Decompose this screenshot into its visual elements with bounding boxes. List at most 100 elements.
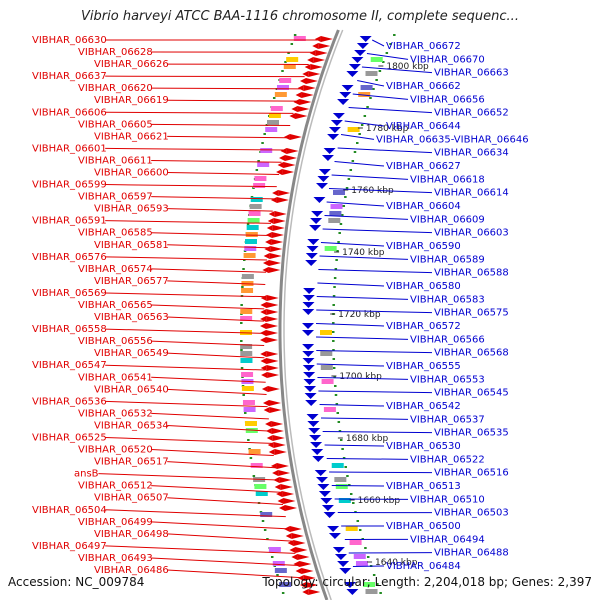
gene-arrow-right bbox=[305, 260, 318, 266]
left-gene-label: VIBHAR_06541 bbox=[78, 372, 153, 383]
right-leader-line bbox=[324, 444, 385, 447]
right-gene-label: VIBHAR_06542 bbox=[386, 401, 461, 412]
left-leader-line bbox=[167, 569, 303, 579]
left-leader-line bbox=[151, 521, 289, 530]
left-leader-line bbox=[98, 473, 279, 481]
left-gene-label: VIBHAR_06591 bbox=[32, 216, 107, 227]
tick-mark bbox=[346, 475, 349, 477]
gene-arrow-left-tip bbox=[260, 337, 267, 343]
right-leader-line bbox=[320, 417, 409, 420]
left-leader-line bbox=[105, 184, 277, 188]
right-leader-line bbox=[334, 161, 385, 167]
gene-arrow-right bbox=[318, 491, 331, 497]
gene-arrow-right bbox=[307, 421, 320, 427]
left-leader-line bbox=[151, 485, 281, 493]
tick-mark bbox=[333, 286, 336, 288]
left-gene-label: VIBHAR_06547 bbox=[32, 360, 107, 371]
left-leader-line bbox=[105, 545, 296, 554]
feature-block bbox=[323, 407, 336, 412]
right-leader-line bbox=[337, 147, 433, 154]
gene-arrow-left bbox=[272, 435, 285, 441]
left-gene-label: VIBHAR_06549 bbox=[94, 348, 169, 359]
gene-arrow-right bbox=[302, 330, 314, 336]
tick-mark bbox=[257, 160, 260, 162]
right-leader-line bbox=[324, 215, 409, 220]
gene-arrow-left bbox=[303, 85, 316, 91]
kbp-label: 1760 kbp bbox=[351, 186, 394, 196]
feature-block bbox=[345, 526, 358, 531]
gene-arrow-left-tip bbox=[268, 449, 275, 455]
tick-mark bbox=[347, 178, 351, 180]
right-leader-line bbox=[348, 107, 433, 114]
tick-mark bbox=[341, 448, 344, 450]
tick-mark bbox=[378, 70, 382, 72]
gene-arrow-left bbox=[267, 386, 280, 392]
gene-arrow-left bbox=[276, 463, 289, 469]
tick-mark bbox=[335, 259, 338, 261]
feature-block bbox=[349, 540, 362, 545]
gene-arrow-left bbox=[270, 246, 283, 252]
feature-block bbox=[245, 239, 258, 244]
gene-arrow-right bbox=[337, 561, 350, 567]
left-gene-label: VIBHAR_06540 bbox=[94, 384, 169, 395]
gene-arrow-left-tip bbox=[314, 36, 321, 42]
left-leader-line bbox=[167, 208, 273, 212]
left-leader-line bbox=[105, 147, 285, 151]
right-leader-line bbox=[316, 363, 385, 367]
gene-arrow-left bbox=[266, 302, 279, 308]
gene-arrow-left bbox=[315, 50, 328, 56]
gene-arrow-left-tip bbox=[260, 323, 267, 329]
tick-mark bbox=[246, 223, 250, 225]
gene-arrow-left-tip bbox=[276, 491, 283, 497]
tick-mark bbox=[352, 502, 355, 504]
gene-arrow-left-tip bbox=[263, 253, 270, 259]
tick-mark bbox=[393, 34, 396, 36]
gene-arrow-left-tip bbox=[277, 498, 284, 504]
feature-block bbox=[241, 386, 254, 391]
gene-arrow-left bbox=[303, 575, 316, 581]
left-gene-label: VIBHAR_06517 bbox=[94, 457, 169, 468]
left-gene-label: VIBHAR_06585 bbox=[78, 228, 153, 239]
gene-arrow-left bbox=[295, 547, 308, 553]
gene-arrow-right bbox=[327, 526, 340, 532]
gene-arrow-left-tip bbox=[266, 435, 273, 441]
gene-arrow-left bbox=[297, 554, 310, 560]
gene-arrow-left-tip bbox=[267, 442, 274, 448]
gene-arrow-left bbox=[266, 323, 279, 329]
gene-arrow-left-tip bbox=[266, 225, 273, 231]
gene-arrow-left bbox=[295, 113, 308, 119]
gene-arrow-left bbox=[280, 484, 293, 490]
feature-block bbox=[331, 463, 344, 468]
right-gene-label: VIBHAR_06672 bbox=[386, 41, 461, 52]
gene-arrow-right bbox=[348, 64, 361, 70]
left-leader-line bbox=[151, 412, 269, 420]
feature-block bbox=[268, 113, 281, 118]
feature-block bbox=[244, 246, 257, 251]
kbp-label: 1740 kbp bbox=[342, 248, 385, 258]
gene-arrow-right bbox=[316, 183, 329, 189]
gene-arrow-left bbox=[271, 239, 284, 245]
tick-mark bbox=[334, 394, 338, 396]
gene-arrow-right bbox=[327, 134, 340, 140]
gene-arrow-right bbox=[302, 351, 315, 357]
left-leader-line bbox=[151, 304, 265, 310]
left-leader-line bbox=[105, 75, 305, 78]
left-leader-line bbox=[105, 220, 272, 224]
gene-arrow-left-tip bbox=[279, 155, 286, 161]
left-leader-line bbox=[105, 292, 265, 298]
tick-mark bbox=[242, 394, 245, 396]
tick-mark bbox=[334, 268, 338, 270]
right-gene-label: VIBHAR_06494 bbox=[410, 534, 485, 545]
left-leader-line bbox=[151, 159, 282, 163]
gene-arrow-left-tip bbox=[261, 386, 268, 392]
right-leader-line bbox=[317, 282, 385, 287]
feature-block bbox=[270, 106, 283, 111]
tick-mark bbox=[337, 421, 341, 423]
gene-arrow-left-tip bbox=[261, 372, 268, 378]
left-gene-label: VIBHAR_06499 bbox=[78, 517, 153, 528]
gene-arrow-right bbox=[309, 225, 322, 231]
right-gene-label: VIBHAR_06662 bbox=[386, 81, 461, 92]
tick-mark bbox=[287, 52, 290, 54]
feature-block bbox=[272, 561, 285, 566]
gene-arrow-left bbox=[283, 498, 296, 504]
